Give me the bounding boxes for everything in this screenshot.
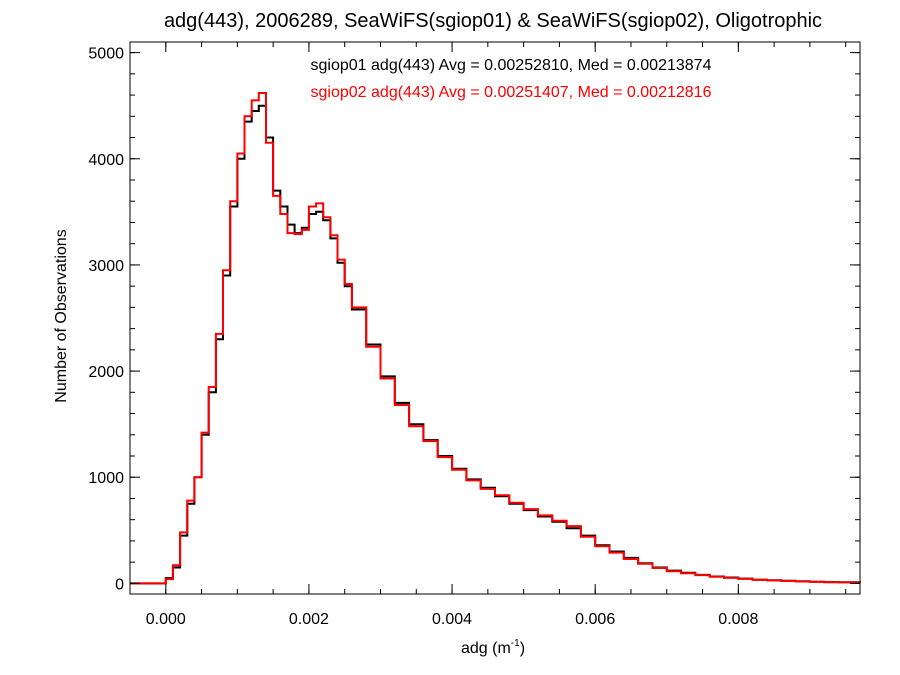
series-line-1	[130, 104, 861, 585]
x-axis-label-main: adg (m	[461, 640, 511, 657]
x-axis-label: adg (m-1)	[461, 638, 525, 657]
x-tick-label: 0.008	[718, 611, 758, 628]
annotation-sgiop01: sgiop01 adg(443) Avg = 0.00252810, Med =…	[311, 57, 712, 74]
series-line-2	[130, 92, 861, 585]
plot-frame	[129, 41, 861, 595]
axes-layer: 0.000 0.002 0.004 0.006 0.008 0 1000 2000 3000 40…	[88, 41, 861, 628]
chart-title: adg(443), 2006289, SeaWiFS(sgiop01) & Se…	[164, 10, 822, 32]
x-tick-label: 0.006	[575, 611, 615, 628]
y-axis-label: Number of Observations	[53, 229, 70, 402]
x-axis-label-superscript: -1	[511, 638, 520, 649]
series-layer	[130, 92, 861, 585]
y-tick-label: 2000	[88, 364, 124, 381]
x-axis-label-close: )	[520, 640, 525, 657]
y-tick-label: 5000	[88, 46, 124, 63]
y-tick-label: 4000	[88, 152, 124, 169]
y-tick-label: 3000	[88, 258, 124, 275]
annotation-sgiop02: sgiop02 adg(443) Avg = 0.00251407, Med =…	[311, 84, 712, 101]
x-tick-label: 0.000	[146, 611, 186, 628]
y-tick-label: 0	[115, 576, 124, 593]
x-tick-label: 0.004	[432, 611, 472, 628]
x-tick-label: 0.002	[289, 611, 329, 628]
y-tick-label: 1000	[88, 470, 124, 487]
